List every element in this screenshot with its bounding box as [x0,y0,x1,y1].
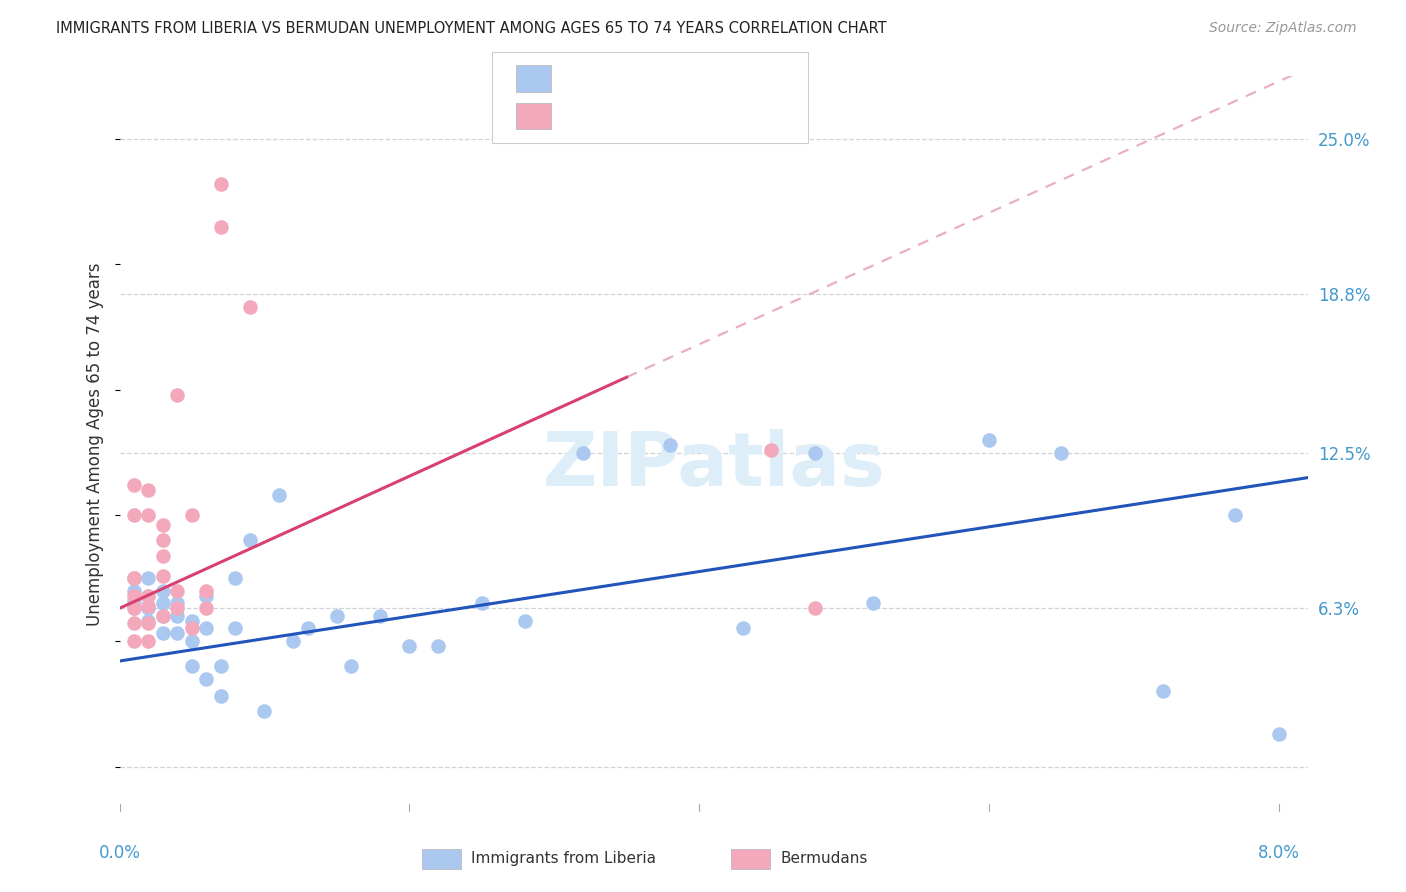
Point [253,704,276,718]
Point [152,626,174,640]
Point [122,601,145,615]
Point [152,518,174,533]
Point [239,300,262,314]
Point [1267,727,1289,741]
Point [138,616,160,631]
Text: 8.0%: 8.0% [1257,845,1299,863]
Point [195,672,218,686]
Point [138,589,160,603]
Y-axis label: Unemployment Among Ages 65 to 74 years: Unemployment Among Ages 65 to 74 years [86,262,104,625]
Point [122,593,145,607]
Point [122,601,145,615]
Point [1152,684,1174,698]
Text: 30: 30 [713,107,735,125]
Point [138,483,160,498]
Text: N =: N = [669,70,717,87]
Point [138,599,160,613]
Point [152,608,174,623]
Point [267,488,290,502]
Point [166,596,188,610]
Text: 0.455: 0.455 [605,70,657,87]
Point [340,659,363,673]
Point [166,601,188,615]
Point [804,601,827,615]
Point [195,601,218,615]
Point [368,608,391,623]
Text: N =: N = [669,107,717,125]
Point [138,508,160,523]
Point [152,533,174,548]
Point [122,589,145,603]
Text: R =: R = [568,107,605,125]
Point [195,583,218,598]
Point [224,621,246,635]
Point [297,621,319,635]
Point [138,614,160,628]
Point [1050,445,1073,459]
Text: ZIPatlas: ZIPatlas [543,429,884,502]
Point [209,177,232,191]
Point [862,596,884,610]
Point [138,589,160,603]
Point [326,608,349,623]
Point [166,626,188,640]
Text: Bermudans: Bermudans [780,851,868,865]
Point [181,614,204,628]
Point [515,614,537,628]
Point [398,639,420,653]
Point [166,608,188,623]
Point [138,601,160,615]
Text: IMMIGRANTS FROM LIBERIA VS BERMUDAN UNEMPLOYMENT AMONG AGES 65 TO 74 YEARS CORRE: IMMIGRANTS FROM LIBERIA VS BERMUDAN UNEM… [56,21,887,37]
Point [804,445,827,459]
Point [122,583,145,598]
Point [1223,508,1246,523]
Text: 0.314: 0.314 [605,107,657,125]
Point [283,634,305,648]
Point [122,616,145,631]
Point [166,388,188,402]
Point [122,571,145,585]
Point [209,689,232,703]
Point [761,443,783,458]
Point [209,219,232,234]
Point [572,445,595,459]
Point [471,596,494,610]
Point [209,659,232,673]
Point [977,433,1000,447]
Point [224,571,246,585]
Point [152,608,174,623]
Point [731,621,754,635]
Point [122,571,145,585]
Point [138,634,160,648]
Point [152,583,174,598]
Point [239,533,262,548]
Text: 0.0%: 0.0% [98,845,141,863]
Point [195,621,218,635]
Point [152,568,174,582]
Point [427,639,450,653]
Point [181,659,204,673]
Point [152,596,174,610]
Point [181,621,204,635]
Point [195,589,218,603]
Point [122,478,145,492]
Point [181,508,204,523]
Text: 47: 47 [713,70,737,87]
Point [122,508,145,523]
Point [138,571,160,585]
Text: Source: ZipAtlas.com: Source: ZipAtlas.com [1209,21,1357,36]
Point [152,549,174,563]
Text: Immigrants from Liberia: Immigrants from Liberia [471,851,657,865]
Point [166,583,188,598]
Point [181,634,204,648]
Point [659,438,682,452]
Text: R =: R = [568,70,605,87]
Point [122,634,145,648]
